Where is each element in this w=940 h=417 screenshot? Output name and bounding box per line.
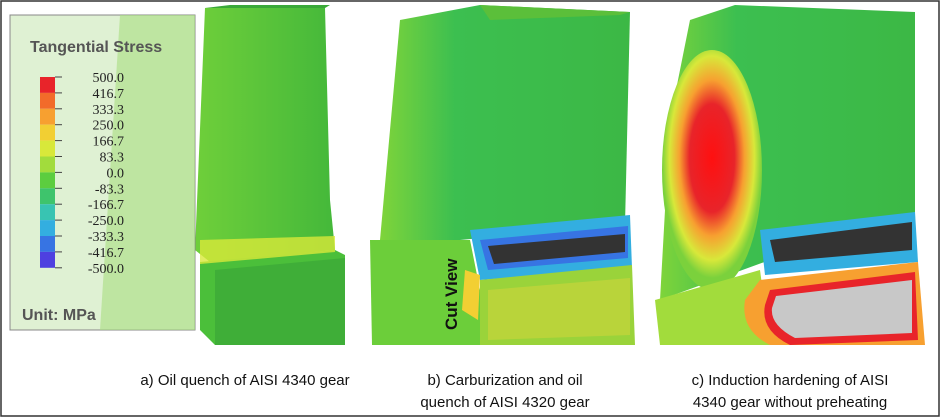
legend-swatch — [40, 157, 55, 173]
legend-label: 500.0 — [93, 71, 125, 86]
legend-swatch — [40, 252, 55, 268]
caption: c) Induction hardening of AISI — [692, 372, 889, 389]
legend-swatch — [40, 172, 55, 188]
caption: 4340 gear without preheating — [693, 394, 887, 411]
legend-label: -83.3 — [95, 182, 124, 197]
legend-label: 250.0 — [93, 119, 125, 134]
legend-swatch — [40, 109, 55, 125]
caption: quench of AISI 4320 gear — [420, 394, 589, 411]
legend-label: 166.7 — [93, 135, 125, 150]
panel-a — [10, 5, 345, 345]
legend-label: -166.7 — [88, 198, 124, 213]
figure-canvas: Tangential Stress 500.0416.7333.3250.0166… — [0, 0, 940, 417]
legend-label: 333.3 — [93, 103, 125, 118]
legend-label: -333.3 — [88, 230, 124, 245]
caption: b) Carburization and oil — [427, 372, 582, 389]
legend-swatch — [40, 125, 55, 141]
legend-title: Tangential Stress — [30, 39, 162, 56]
legend-swatch — [40, 220, 55, 236]
legend-swatch — [40, 204, 55, 220]
legend-label: 83.3 — [100, 151, 125, 166]
legend-swatch — [40, 236, 55, 252]
legend-swatch — [40, 188, 55, 204]
figure: Tangential Stress 500.0416.7333.3250.0166… — [0, 0, 940, 417]
panel-c — [655, 5, 925, 345]
legend-swatch — [40, 77, 55, 93]
cut-view-label: Cut View — [442, 258, 461, 330]
legend-unit: Unit: MPa — [22, 307, 96, 324]
legend-label: 0.0 — [107, 166, 125, 181]
legend-label: -500.0 — [88, 262, 124, 277]
legend-label: -250.0 — [88, 214, 124, 229]
legend-label: -416.7 — [88, 246, 124, 261]
legend-swatch — [40, 93, 55, 109]
panel-b — [370, 5, 635, 345]
legend-swatch — [40, 141, 55, 157]
legend-label: 416.7 — [93, 87, 125, 102]
caption: a) Oil quench of AISI 4340 gear — [140, 372, 349, 389]
